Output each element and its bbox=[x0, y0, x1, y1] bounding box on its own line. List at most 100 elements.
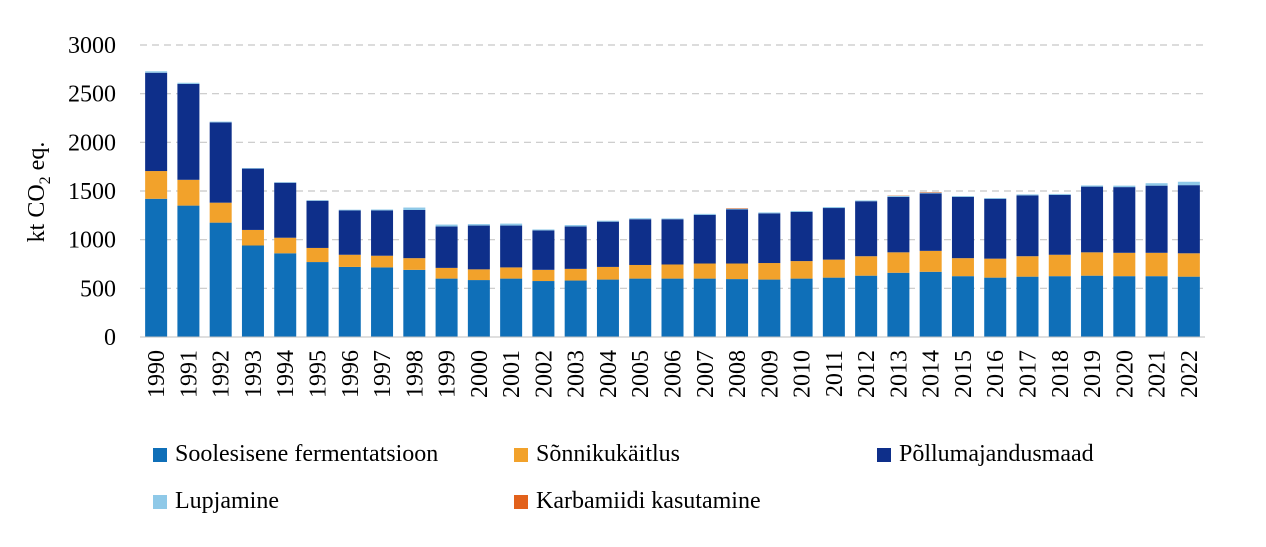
legend-label: Karbamiidi kasutamine bbox=[536, 488, 761, 514]
bar-segment bbox=[984, 258, 1007, 278]
x-tick-label: 1996 bbox=[338, 350, 364, 398]
bar-segment bbox=[1177, 276, 1200, 337]
bar-segment bbox=[338, 210, 361, 255]
x-tick-label: 2002 bbox=[531, 350, 557, 398]
bar-segment bbox=[855, 200, 878, 202]
bar-segment bbox=[338, 209, 361, 211]
bar-segment bbox=[435, 278, 458, 337]
bar-segment bbox=[435, 267, 458, 279]
bar-segment bbox=[306, 247, 329, 263]
bar-segment bbox=[467, 280, 490, 337]
legend-swatch bbox=[877, 447, 891, 462]
legend-label: Lupjamine bbox=[175, 488, 279, 514]
bar-segment bbox=[467, 224, 490, 226]
legend-label: Soolesisene fermentatsioon bbox=[175, 441, 439, 467]
x-tick-label: 1993 bbox=[241, 350, 267, 398]
bar-segment bbox=[403, 209, 426, 259]
bar-segment bbox=[984, 277, 1007, 337]
bar-segment bbox=[661, 218, 684, 220]
bar-segment bbox=[1048, 254, 1071, 277]
bar-segment bbox=[532, 229, 555, 231]
bar-segment bbox=[661, 219, 684, 265]
bar-segment bbox=[629, 218, 652, 220]
y-tick-label: 2500 bbox=[68, 82, 116, 108]
bar-segment bbox=[855, 201, 878, 257]
bar-segment bbox=[1016, 195, 1039, 257]
legend-item-karbamiidi: Karbamiidi kasutamine bbox=[514, 488, 761, 515]
bar-segment bbox=[564, 280, 587, 337]
bar-segment bbox=[1016, 194, 1039, 196]
bar-segment bbox=[693, 263, 716, 279]
bar-segment bbox=[403, 269, 426, 337]
bar-segment bbox=[596, 279, 619, 337]
bar-segment bbox=[1081, 252, 1104, 276]
x-tick-label: 1999 bbox=[435, 350, 461, 398]
bar-segment bbox=[1113, 276, 1136, 337]
bar-segment bbox=[726, 208, 749, 210]
bar-segment bbox=[1145, 185, 1168, 253]
bar-segment bbox=[1113, 252, 1136, 277]
bar-segment bbox=[951, 196, 974, 197]
x-tick-label: 2012 bbox=[854, 350, 880, 398]
x-tick-label: 1998 bbox=[402, 350, 428, 398]
bar-segment bbox=[951, 196, 974, 259]
bar-segment bbox=[1177, 181, 1200, 186]
bar-segment bbox=[1081, 185, 1104, 187]
bar-segment bbox=[1145, 252, 1168, 277]
y-tick-label: 0 bbox=[104, 325, 116, 351]
x-tick-label: 2005 bbox=[628, 350, 654, 398]
bar-segment bbox=[629, 278, 652, 337]
bar-segment bbox=[693, 213, 716, 215]
legend-swatch bbox=[514, 447, 528, 462]
legend-label: Sõnnikukäitlus bbox=[536, 441, 681, 467]
legend-swatch bbox=[153, 494, 167, 509]
bar-segment bbox=[145, 171, 168, 199]
bar-segment bbox=[919, 250, 942, 272]
x-tick-label: 2008 bbox=[725, 350, 751, 398]
bar-segment bbox=[306, 200, 329, 201]
x-tick-label: 1990 bbox=[144, 350, 170, 398]
y-tick-label: 3000 bbox=[68, 33, 116, 59]
bar-segment bbox=[693, 278, 716, 337]
bar-segment bbox=[887, 195, 910, 197]
x-tick-label: 2000 bbox=[467, 350, 493, 398]
bar-segment bbox=[790, 210, 813, 212]
bar-segment bbox=[500, 267, 523, 279]
bar-segment bbox=[758, 212, 781, 214]
x-tick-label: 1997 bbox=[370, 350, 396, 398]
bar-segment bbox=[1081, 186, 1104, 253]
bar-segment bbox=[726, 263, 749, 280]
legend-swatch bbox=[153, 447, 167, 462]
y-axis-ticks: 0 500 1000 1500 2000 2500 3000 bbox=[68, 33, 116, 351]
bar-segment bbox=[306, 200, 329, 248]
bar-segment bbox=[726, 279, 749, 337]
bar-segment bbox=[177, 82, 200, 84]
legend-item-pollumajandusmaad: Põllumajandusmaad bbox=[877, 441, 1094, 468]
bar-segment bbox=[241, 168, 264, 169]
bar-segment bbox=[984, 198, 1007, 259]
bar-segment bbox=[855, 256, 878, 276]
bar-segment bbox=[822, 207, 845, 209]
bar-segment bbox=[1048, 194, 1071, 255]
bar-segment bbox=[693, 214, 716, 264]
bar-segment bbox=[371, 267, 394, 337]
bar-segment bbox=[661, 264, 684, 279]
bar-segment bbox=[467, 269, 490, 281]
bar-segment bbox=[1113, 187, 1136, 253]
bar-segment bbox=[274, 237, 297, 254]
bar-segment bbox=[1016, 276, 1039, 337]
bar-segment bbox=[1081, 275, 1104, 337]
bar-segment bbox=[596, 221, 619, 267]
bar-segment bbox=[177, 83, 200, 180]
bar-segment bbox=[564, 226, 587, 269]
bar-segment bbox=[790, 261, 813, 279]
bar-segment bbox=[661, 278, 684, 337]
y-tick-label: 1000 bbox=[68, 228, 116, 254]
bar-segment bbox=[209, 222, 232, 337]
bar-segment bbox=[338, 254, 361, 267]
bar-segment bbox=[403, 207, 426, 210]
bar-segment bbox=[274, 182, 297, 183]
bar-segment bbox=[758, 213, 781, 264]
bar-segment bbox=[822, 208, 845, 260]
